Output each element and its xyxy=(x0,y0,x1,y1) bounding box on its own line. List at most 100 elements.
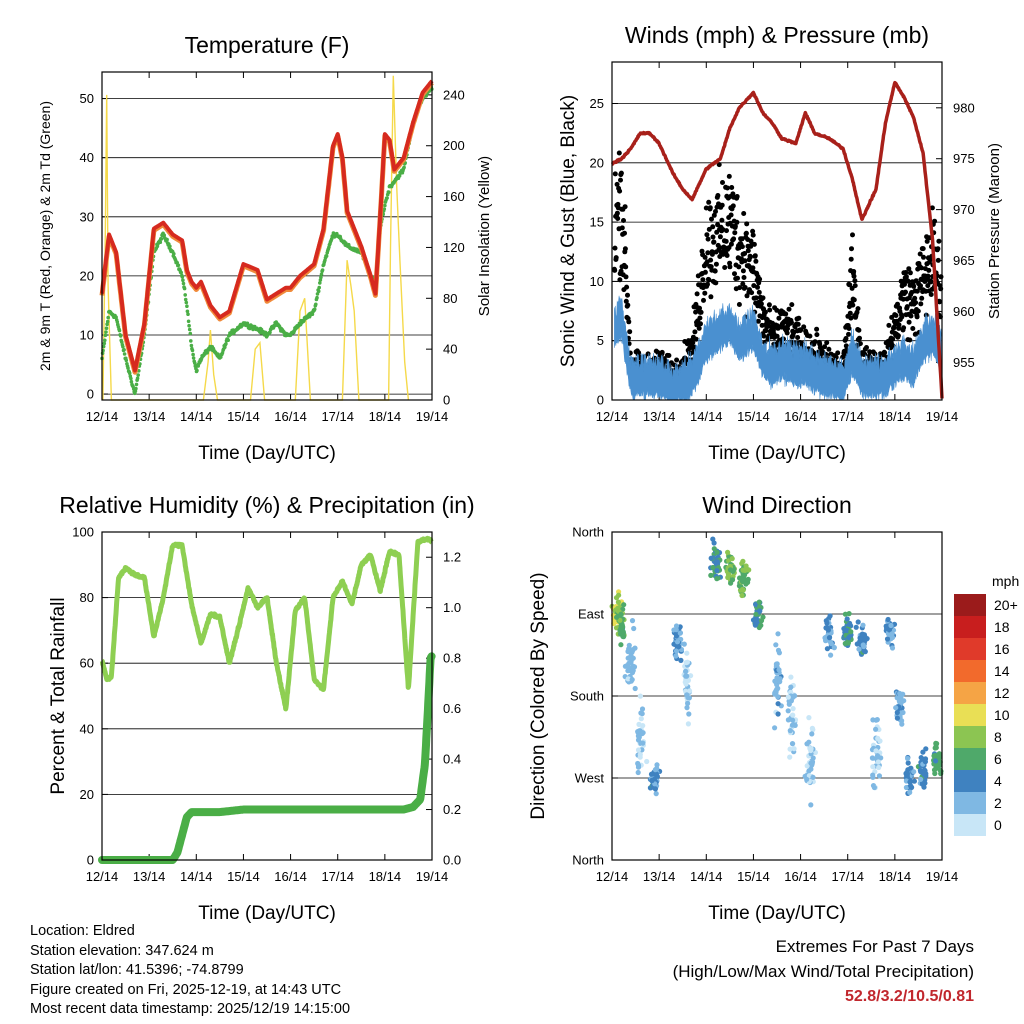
colorbar-label: 2 xyxy=(994,795,1002,811)
gust-point xyxy=(848,315,854,321)
x-tick-label: 16/14 xyxy=(784,409,817,424)
gust-point xyxy=(717,245,723,251)
gust-point xyxy=(727,264,733,270)
direction-point xyxy=(904,770,910,777)
direction-point xyxy=(639,711,645,717)
direction-point xyxy=(920,770,927,776)
y-tick-label: North xyxy=(572,853,604,868)
dewpoint-point xyxy=(191,356,196,360)
gust-point xyxy=(843,336,849,341)
direction-point xyxy=(677,630,683,636)
direction-point xyxy=(789,741,796,747)
direction-point xyxy=(776,667,782,673)
gust-point xyxy=(928,279,934,285)
colorbar-swatch xyxy=(954,660,986,682)
gust-point xyxy=(709,251,715,257)
gust-point xyxy=(857,335,862,341)
gust-point xyxy=(615,216,621,221)
gust-point xyxy=(826,346,832,352)
x-tick-label: 17/14 xyxy=(321,409,354,424)
direction-point xyxy=(897,690,903,697)
direction-point xyxy=(615,599,622,605)
y-tick-label: East xyxy=(578,607,604,622)
direction-point xyxy=(629,677,635,683)
y-tick-label: 20 xyxy=(590,155,604,170)
direction-point xyxy=(785,694,791,700)
gust-point xyxy=(918,265,924,271)
y2-tick-label: 0.4 xyxy=(443,752,461,767)
x-tick-label: 13/14 xyxy=(133,409,166,424)
direction-point xyxy=(688,673,694,679)
dewpoint-point xyxy=(185,304,189,309)
gust-point xyxy=(716,162,722,168)
gust-point xyxy=(739,244,745,250)
gust-point xyxy=(848,256,854,262)
direction-point xyxy=(775,631,781,637)
gust-point xyxy=(795,335,801,340)
plot-frame xyxy=(101,71,433,401)
direction-point xyxy=(786,698,792,704)
direction-point xyxy=(684,673,690,679)
gust-point xyxy=(926,267,932,273)
direction-point xyxy=(790,717,796,723)
dewpoint-point xyxy=(158,240,163,244)
gust-point xyxy=(918,283,923,289)
latlon-text: Station lat/lon: 41.5396; -74.8799 xyxy=(30,962,244,978)
y-tick-label: 20 xyxy=(80,787,94,802)
direction-point xyxy=(638,716,644,722)
direction-point xyxy=(824,620,830,626)
direction-point xyxy=(931,753,937,759)
gust-point xyxy=(903,289,908,295)
direction-point xyxy=(790,706,796,712)
direction-point xyxy=(787,728,793,734)
gust-point xyxy=(708,257,714,263)
direction-point xyxy=(729,556,735,562)
station-info: Location: Eldred Station elevation: 347.… xyxy=(30,922,350,1020)
direction-point xyxy=(787,746,793,752)
direction-point xyxy=(653,791,659,797)
gust-point xyxy=(783,311,789,317)
gust-point xyxy=(795,321,801,327)
direction-point xyxy=(629,647,635,653)
direction-point xyxy=(889,631,895,637)
gust-point xyxy=(917,251,923,257)
rainfall-line xyxy=(98,652,436,864)
extremes-subtitle: (High/Low/Max Wind/Total Precipitation) xyxy=(672,962,974,981)
gust-point xyxy=(756,289,762,295)
x-tick-label: 18/14 xyxy=(369,409,402,424)
direction-point xyxy=(918,776,924,783)
x-axis-label: Time (Day/UTC) xyxy=(198,903,336,924)
gust-point xyxy=(700,277,706,283)
plot-frame xyxy=(611,531,943,861)
direction-point xyxy=(681,641,687,647)
x-tick-label: 15/14 xyxy=(737,869,770,884)
gust-point xyxy=(706,199,712,205)
dewpoint-point xyxy=(205,351,209,355)
gust-point xyxy=(812,339,818,345)
gust-point xyxy=(918,301,924,307)
gust-point xyxy=(789,302,795,308)
y-tick-label: 60 xyxy=(80,656,94,671)
dewpoint-point xyxy=(103,338,107,343)
direction-point xyxy=(618,642,624,648)
gust-point xyxy=(710,224,716,230)
dewpoint-point xyxy=(118,334,123,338)
gust-point xyxy=(908,313,914,319)
y-tick-label: 80 xyxy=(80,590,94,605)
gust-point xyxy=(872,351,878,357)
gust-point xyxy=(935,257,941,263)
direction-point xyxy=(685,700,691,707)
direction-point xyxy=(900,709,906,716)
dewpoint-point xyxy=(315,292,320,296)
gust-point xyxy=(920,246,926,252)
gust-point xyxy=(698,321,703,327)
gust-point xyxy=(690,340,696,346)
gust-point xyxy=(789,320,794,326)
gust-point xyxy=(745,248,751,254)
gust-point xyxy=(724,185,730,191)
direction-point xyxy=(773,679,779,685)
gust-point xyxy=(612,267,618,273)
gust-point xyxy=(705,236,711,242)
direction-point xyxy=(790,694,796,700)
gust-point xyxy=(697,305,702,311)
